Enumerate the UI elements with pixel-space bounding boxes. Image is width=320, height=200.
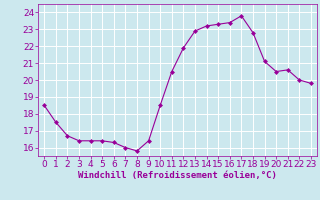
X-axis label: Windchill (Refroidissement éolien,°C): Windchill (Refroidissement éolien,°C)	[78, 171, 277, 180]
